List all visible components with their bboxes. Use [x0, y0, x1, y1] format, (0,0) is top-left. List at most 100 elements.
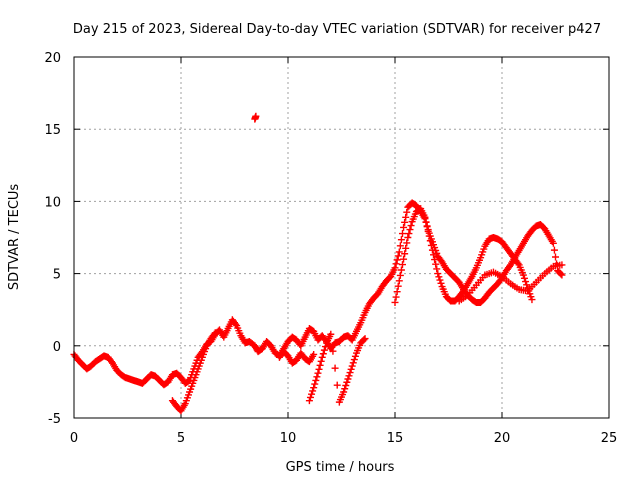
data-point: [232, 320, 240, 328]
data-point: [558, 271, 566, 279]
x-tick-label: 10: [280, 431, 297, 446]
y-tick-label: 20: [44, 51, 61, 66]
data-point: [211, 329, 219, 337]
data-point: [549, 239, 557, 247]
data-point: [252, 112, 260, 120]
data-point: [400, 223, 408, 231]
data-point: [343, 378, 351, 386]
data-point: [402, 244, 410, 252]
x-tick-label: 0: [70, 431, 78, 446]
data-point: [422, 218, 430, 226]
data-point: [426, 237, 434, 245]
data-point: [392, 293, 400, 301]
data-point: [351, 352, 359, 360]
data-point: [312, 376, 320, 384]
x-axis-label: GPS time / hours: [286, 460, 395, 475]
x-tick-label: 20: [494, 431, 511, 446]
data-point: [308, 390, 316, 398]
data-point: [310, 384, 318, 392]
data-point: [310, 350, 318, 358]
data-point: [347, 365, 355, 373]
data-point: [395, 248, 403, 256]
data-point: [400, 255, 408, 263]
data-point: [319, 350, 327, 358]
data-point: [340, 388, 348, 396]
data-point: [427, 241, 435, 249]
data-point: [522, 278, 530, 286]
data-point: [437, 279, 445, 287]
data-point: [424, 227, 432, 235]
y-tick-label: 15: [44, 123, 61, 138]
data-point: [333, 381, 341, 389]
data-point: [210, 330, 218, 338]
data-point: [329, 347, 337, 355]
data-point: [327, 330, 335, 338]
data-point: [550, 246, 558, 254]
data-point: [407, 222, 415, 230]
data-point: [344, 375, 352, 383]
data-point: [433, 265, 441, 273]
data-point: [557, 270, 565, 278]
x-tick-label: 25: [601, 431, 618, 446]
data-point: [361, 335, 369, 343]
data-point: [431, 256, 439, 264]
data-point: [398, 261, 406, 269]
data-point: [391, 264, 399, 272]
data-point: [317, 357, 325, 365]
data-point: [401, 218, 409, 226]
data-point: [311, 380, 319, 388]
data-point: [345, 372, 353, 380]
y-tick-label: -5: [48, 412, 61, 427]
data-point: [519, 271, 527, 279]
data-point: [402, 213, 410, 221]
data-point: [360, 336, 368, 344]
data-point: [348, 362, 356, 370]
data-point: [320, 346, 328, 354]
data-point: [393, 288, 401, 296]
data-point: [423, 223, 431, 231]
data-point: [318, 353, 326, 361]
data-point: [321, 343, 329, 351]
data-point: [528, 296, 536, 304]
data-point: [425, 232, 433, 240]
data-point: [397, 236, 405, 244]
data-point: [430, 251, 438, 259]
data-point: [514, 259, 522, 267]
y-tick-label: 5: [53, 268, 61, 283]
y-axis-label: SDTVAR / TECUs: [7, 184, 22, 291]
chart-title: Day 215 of 2023, Sidereal Day-to-day VTE…: [73, 22, 601, 37]
data-point: [403, 239, 411, 247]
data-point: [393, 256, 401, 264]
data-point: [392, 260, 400, 268]
y-tick-label: 10: [44, 195, 61, 210]
data-point: [394, 252, 402, 260]
data-point: [309, 387, 317, 395]
grid-lines: [74, 57, 609, 418]
data-point: [314, 369, 322, 377]
data-point: [341, 385, 349, 393]
data-point: [523, 281, 531, 289]
data-point: [428, 246, 436, 254]
data-point: [398, 230, 406, 238]
data-point: [316, 361, 324, 369]
data-point: [396, 242, 404, 250]
data-point: [396, 271, 404, 279]
data-point: [313, 373, 321, 381]
data-point: [406, 226, 414, 234]
data-point: [404, 234, 412, 241]
data-point: [435, 273, 443, 281]
data-point: [315, 365, 323, 373]
data-point: [432, 260, 440, 268]
data-point: [405, 230, 413, 238]
data-point: [305, 397, 313, 405]
plot-frame: [73, 56, 610, 419]
data-point: [552, 253, 559, 261]
data-point: [184, 377, 192, 385]
data-point: [401, 250, 409, 258]
data-point: [306, 393, 314, 401]
x-tick-label: 15: [387, 431, 404, 446]
data-point: [436, 276, 444, 284]
data-point: [434, 270, 442, 278]
data-point: [421, 213, 429, 221]
